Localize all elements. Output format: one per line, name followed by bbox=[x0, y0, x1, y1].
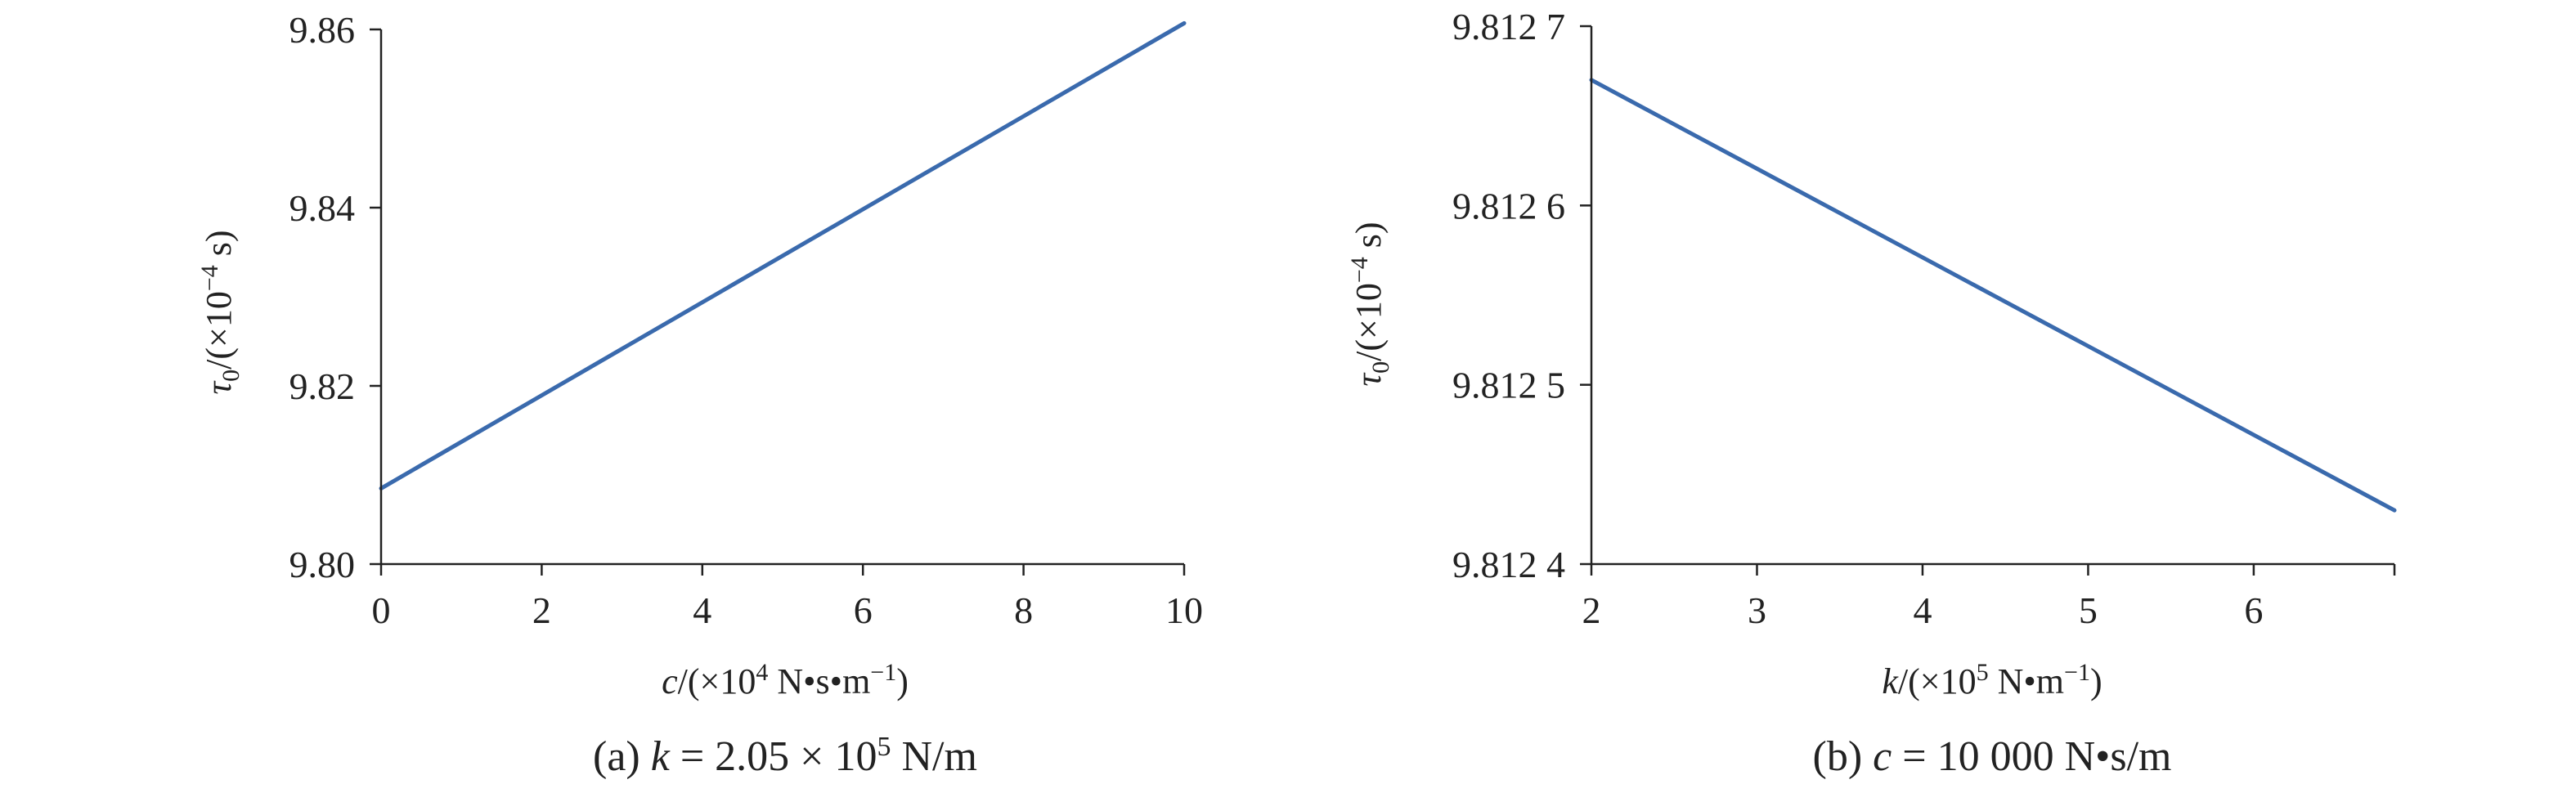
panel-b-series-line bbox=[1589, 78, 2397, 513]
chart-panel-a: 0 2 4 6 8 10 9.80 9.82 9.84 9.86 c/(×104 N•s•m−1)… bbox=[196, 9, 1203, 780]
panel-a-caption: (a) k = 2.05 × 105 N/m bbox=[593, 732, 977, 780]
panel-b-x-axis-title: k/(×105 N•m−1) bbox=[1882, 659, 2102, 701]
panel-a-ticks: 0 2 4 6 8 10 9.80 9.82 9.84 9.86 bbox=[289, 9, 1204, 631]
panel-b-y-tick-label: 9.812 4 bbox=[1452, 544, 1565, 585]
panel-a-y-tick-label: 9.80 bbox=[289, 544, 356, 585]
panel-a-y-tick-label: 9.86 bbox=[289, 9, 356, 51]
panel-a-x-tick-label: 2 bbox=[532, 589, 551, 631]
panel-b-y-tick-label: 9.812 6 bbox=[1452, 185, 1565, 226]
panel-b-x-tick-label: 6 bbox=[2244, 589, 2263, 631]
panel-b-caption: (b) c = 10 000 N•s/m bbox=[1813, 733, 2172, 780]
panel-a-x-tick-label: 6 bbox=[854, 589, 873, 631]
panel-b-x-tick-label: 4 bbox=[1913, 589, 1932, 631]
panel-b-x-tick-label: 3 bbox=[1748, 589, 1766, 631]
chart-panel-b: 2 3 4 5 6 9.812 4 9.812 5 9.812 6 9.812 7 k/(×10… bbox=[1346, 6, 2397, 780]
panel-a-x-tick-label: 0 bbox=[372, 589, 391, 631]
panel-b-ticks: 2 3 4 5 6 9.812 4 9.812 5 9.812 6 9.812 7 bbox=[1452, 6, 2396, 631]
panel-a-x-tick-label: 4 bbox=[693, 589, 711, 631]
panel-b-axes bbox=[1590, 26, 2394, 566]
panel-a-x-tick-label: 10 bbox=[1165, 589, 1203, 631]
panel-b-y-tick-label: 9.812 5 bbox=[1452, 365, 1565, 406]
panel-a-y-axis-title: τ0/(×10−4 s) bbox=[196, 230, 245, 394]
panel-a-series-line bbox=[379, 20, 1187, 491]
panel-b-x-tick-label: 2 bbox=[1582, 589, 1601, 631]
panel-a-x-axis-title: c/(×104 N•s•m−1) bbox=[662, 659, 909, 701]
panel-b-x-tick-label: 5 bbox=[2079, 589, 2098, 631]
panel-a-axes bbox=[379, 29, 1184, 566]
panel-b-y-tick-label: 9.812 7 bbox=[1452, 6, 1565, 47]
panel-a-y-tick-label: 9.82 bbox=[289, 365, 356, 407]
panel-a-y-tick-label: 9.84 bbox=[289, 187, 356, 229]
panel-a-x-tick-label: 8 bbox=[1014, 589, 1033, 631]
panel-b-y-axis-title: τ0/(×10−4 s) bbox=[1346, 222, 1394, 386]
